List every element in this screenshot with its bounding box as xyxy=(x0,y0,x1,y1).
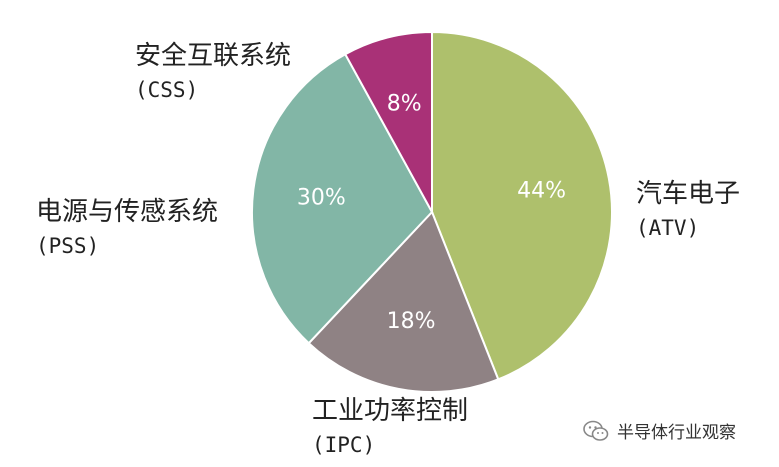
pie-slice-pss xyxy=(251,52,434,345)
legend-abbr-atv: (ATV) xyxy=(636,215,700,240)
legend-label-pss: 电源与传感系统 (PSS) xyxy=(36,196,218,259)
watermark-text: 半导体行业观察 xyxy=(617,423,736,443)
legend-label-ipc: 工业功率控制 (IPC) xyxy=(312,395,468,458)
legend-label-atv: 汽车电子 (ATV) xyxy=(636,178,740,241)
legend-name-atv: 汽车电子 xyxy=(636,179,741,209)
pie-value-label-ipc: 18% xyxy=(387,309,436,334)
legend-abbr-css: (CSS) xyxy=(135,77,199,102)
pie-value-label-pss: 30% xyxy=(297,186,346,211)
pie-slice-ipc xyxy=(307,210,500,393)
legend-label-css: 安全互联系统 (CSS) xyxy=(135,40,291,103)
legend-name-ipc: 工业功率控制 xyxy=(312,396,469,426)
pie-slice-css xyxy=(343,30,433,213)
legend-abbr-ipc: (IPC) xyxy=(312,432,376,457)
legend-abbr-pss: (PSS) xyxy=(36,233,100,258)
watermark: 半导体行业观察 xyxy=(583,418,736,443)
legend-name-css: 安全互联系统 xyxy=(135,41,292,71)
wechat-icon xyxy=(583,420,609,441)
pie-value-label-css: 8% xyxy=(387,91,422,116)
pie-value-label-atv: 44% xyxy=(517,179,566,204)
pie-slice-atv xyxy=(431,30,613,381)
legend-name-pss: 电源与传感系统 xyxy=(36,197,219,227)
